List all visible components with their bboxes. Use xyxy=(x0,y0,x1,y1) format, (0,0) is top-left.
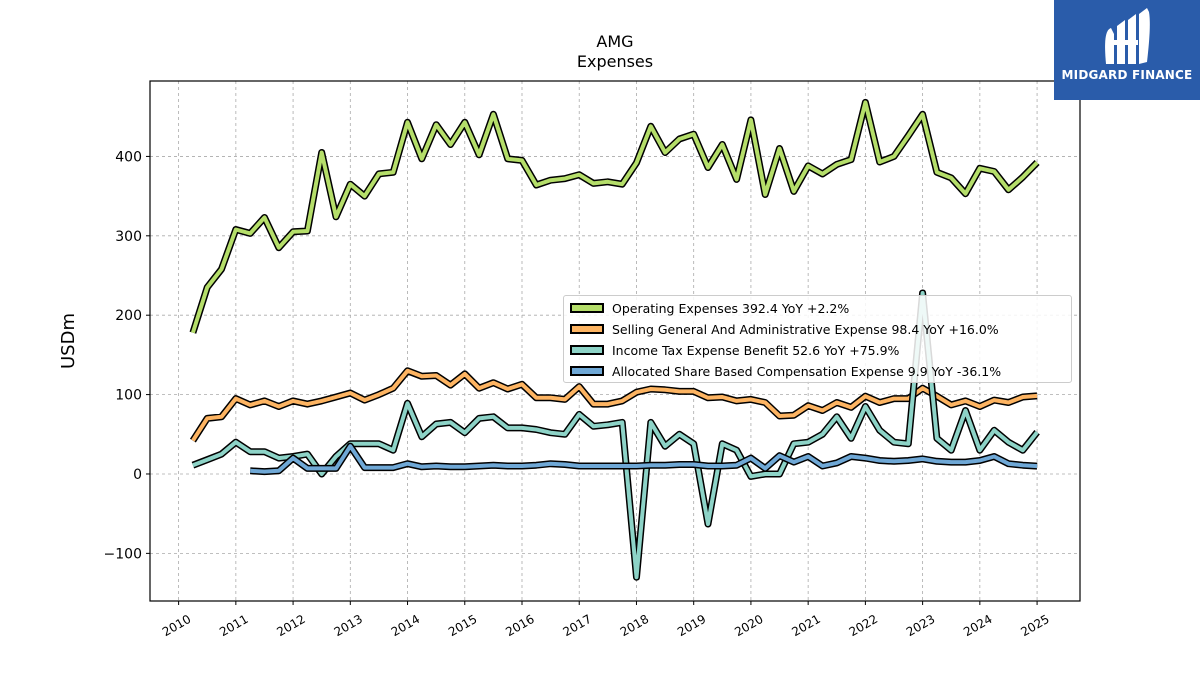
x-tick-label: 2023 xyxy=(904,612,937,639)
x-tick-label: 2019 xyxy=(675,612,708,639)
y-axis-ticks: −100 0 100 200 300 400 xyxy=(104,149,150,562)
legend-swatch-sga-expense xyxy=(570,324,604,334)
plot-frame xyxy=(149,80,1081,602)
legend-swatch-income-tax xyxy=(570,345,604,355)
x-tick-label: 2012 xyxy=(274,612,307,639)
y-axis-label: USDm xyxy=(58,313,79,369)
legend-label-operating-expenses: Operating Expenses 392.4 YoY +2.2% xyxy=(612,300,850,316)
y-tick-label: −100 xyxy=(104,546,142,562)
series-lines xyxy=(189,98,1040,581)
x-tick-label: 2018 xyxy=(618,612,651,639)
series-line xyxy=(250,444,1038,474)
legend-item-share-based-comp: Allocated Share Based Compensation Expen… xyxy=(570,362,1001,380)
x-tick-label: 2011 xyxy=(217,612,250,639)
legend-swatch-share-based-comp xyxy=(570,366,604,376)
series-share-based-comp xyxy=(250,442,1038,476)
series-income-tax xyxy=(191,289,1040,581)
x-tick-label: 2021 xyxy=(789,612,822,639)
x-axis-ticks: 2010 2011 2012 2013 2014 2015 2016 2017 2018 2019… xyxy=(160,601,1052,639)
y-tick-label: 400 xyxy=(115,149,142,165)
chart-title: AMG xyxy=(596,32,633,51)
x-tick-label: 2010 xyxy=(160,612,193,639)
legend-swatch-operating-expenses xyxy=(570,303,604,313)
x-tick-label: 2022 xyxy=(847,612,880,639)
series-line xyxy=(191,368,1038,442)
y-tick-label: 100 xyxy=(115,388,142,404)
series-sga-expense xyxy=(189,367,1038,443)
chart-subtitle: Expenses xyxy=(577,52,653,71)
logo-text: MIDGARD FINANCE xyxy=(1061,68,1193,82)
x-tick-label: 2024 xyxy=(961,612,994,639)
x-tick-label: 2015 xyxy=(446,612,479,639)
y-tick-label: 200 xyxy=(115,308,142,324)
x-tick-label: 2016 xyxy=(503,612,536,639)
logo-mark-icon xyxy=(1105,8,1150,64)
x-tick-label: 2013 xyxy=(332,612,365,639)
legend-label-income-tax: Income Tax Expense Benefit 52.6 YoY +75.… xyxy=(612,342,900,358)
series-operating-expenses xyxy=(189,98,1040,334)
series-line xyxy=(190,100,1039,334)
y-tick-label: 300 xyxy=(115,229,142,245)
legend-label-share-based-comp: Allocated Share Based Compensation Expen… xyxy=(612,363,1002,379)
legend-item-operating-expenses: Operating Expenses 392.4 YoY +2.2% xyxy=(570,299,849,317)
series-line xyxy=(192,291,1039,580)
x-tick-label: 2020 xyxy=(732,612,765,639)
y-tick-label: 0 xyxy=(133,467,142,483)
chart-legend: Operating Expenses 392.4 YoY +2.2% Selli… xyxy=(563,295,1072,383)
x-tick-label: 2014 xyxy=(389,612,422,639)
legend-label-sga-expense: Selling General And Administrative Expen… xyxy=(612,321,999,337)
legend-item-sga-expense: Selling General And Administrative Expen… xyxy=(570,320,999,338)
brand-logo: MIDGARD FINANCE xyxy=(1054,0,1200,100)
x-tick-label: 2017 xyxy=(561,612,594,639)
x-tick-label: 2025 xyxy=(1018,612,1051,639)
legend-item-income-tax: Income Tax Expense Benefit 52.6 YoY +75.… xyxy=(570,341,899,359)
